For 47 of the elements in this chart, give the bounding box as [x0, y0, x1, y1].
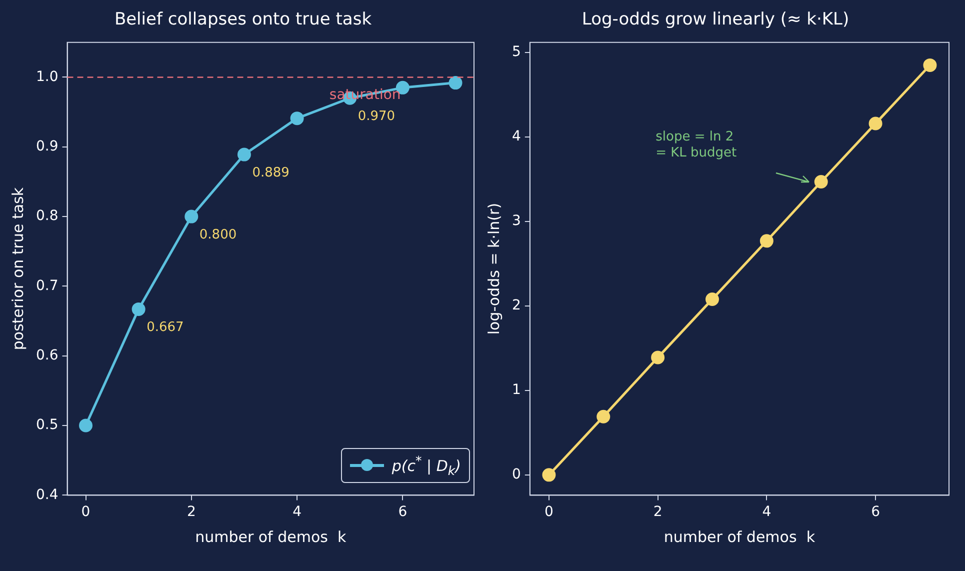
- x-axis-title: number of demos k: [195, 528, 346, 546]
- chart-title: Log-odds grow linearly (≈ k·KL): [582, 10, 850, 30]
- y-tick-label: 3: [512, 213, 521, 230]
- point: [132, 302, 146, 316]
- x-tick-label: 6: [398, 504, 408, 520]
- x-tick-label: 4: [292, 504, 302, 520]
- legend-label: p(c$^{*}$ | D$_{k}$): [392, 453, 461, 478]
- point: [448, 76, 462, 90]
- y-tick-label: 0.5: [36, 417, 58, 434]
- y-tick-label: 0.9: [36, 138, 58, 155]
- x-tick-label: 4: [762, 504, 772, 520]
- x-tick-label: 2: [653, 504, 662, 520]
- x-tick-label: 6: [871, 504, 880, 520]
- y-tick-label: 2: [512, 298, 521, 314]
- y-axis-title: log-odds = k·ln(r): [484, 202, 503, 335]
- y-tick-label: 1.0: [36, 68, 58, 85]
- x-tick-label: 2: [186, 504, 196, 520]
- x-tick-label: 0: [544, 504, 554, 520]
- point: [705, 292, 719, 306]
- y-axis-title: posterior on true task: [8, 187, 27, 350]
- y-tick-label: 1: [512, 382, 521, 398]
- point: [923, 58, 937, 72]
- point: [184, 210, 198, 224]
- data-label: 0.889: [252, 165, 290, 180]
- point: [290, 112, 304, 126]
- data-label: 0.800: [199, 227, 237, 242]
- point: [868, 116, 882, 130]
- chart-title: Belief collapses onto true task: [114, 10, 372, 30]
- y-tick-label: 4: [512, 128, 521, 145]
- point: [651, 350, 665, 364]
- point: [237, 148, 251, 162]
- y-tick-label: 0.6: [36, 348, 58, 364]
- point: [760, 234, 774, 248]
- point: [79, 418, 93, 432]
- y-tick-label: 0.4: [36, 486, 58, 503]
- y-tick-label: 5: [512, 44, 521, 60]
- point: [814, 175, 828, 189]
- point: [542, 468, 556, 482]
- annotation: slope = ln 2 = KL budget: [656, 130, 737, 161]
- x-axis-title: number of demos k: [664, 528, 816, 546]
- point: [596, 410, 610, 424]
- y-tick-label: 0: [512, 466, 521, 483]
- data-label: 0.667: [146, 320, 184, 336]
- data-label: 0.970: [358, 109, 396, 124]
- y-tick-label: 0.8: [36, 208, 58, 224]
- y-tick-label: 0.7: [36, 278, 58, 294]
- x-tick-label: 0: [81, 504, 90, 520]
